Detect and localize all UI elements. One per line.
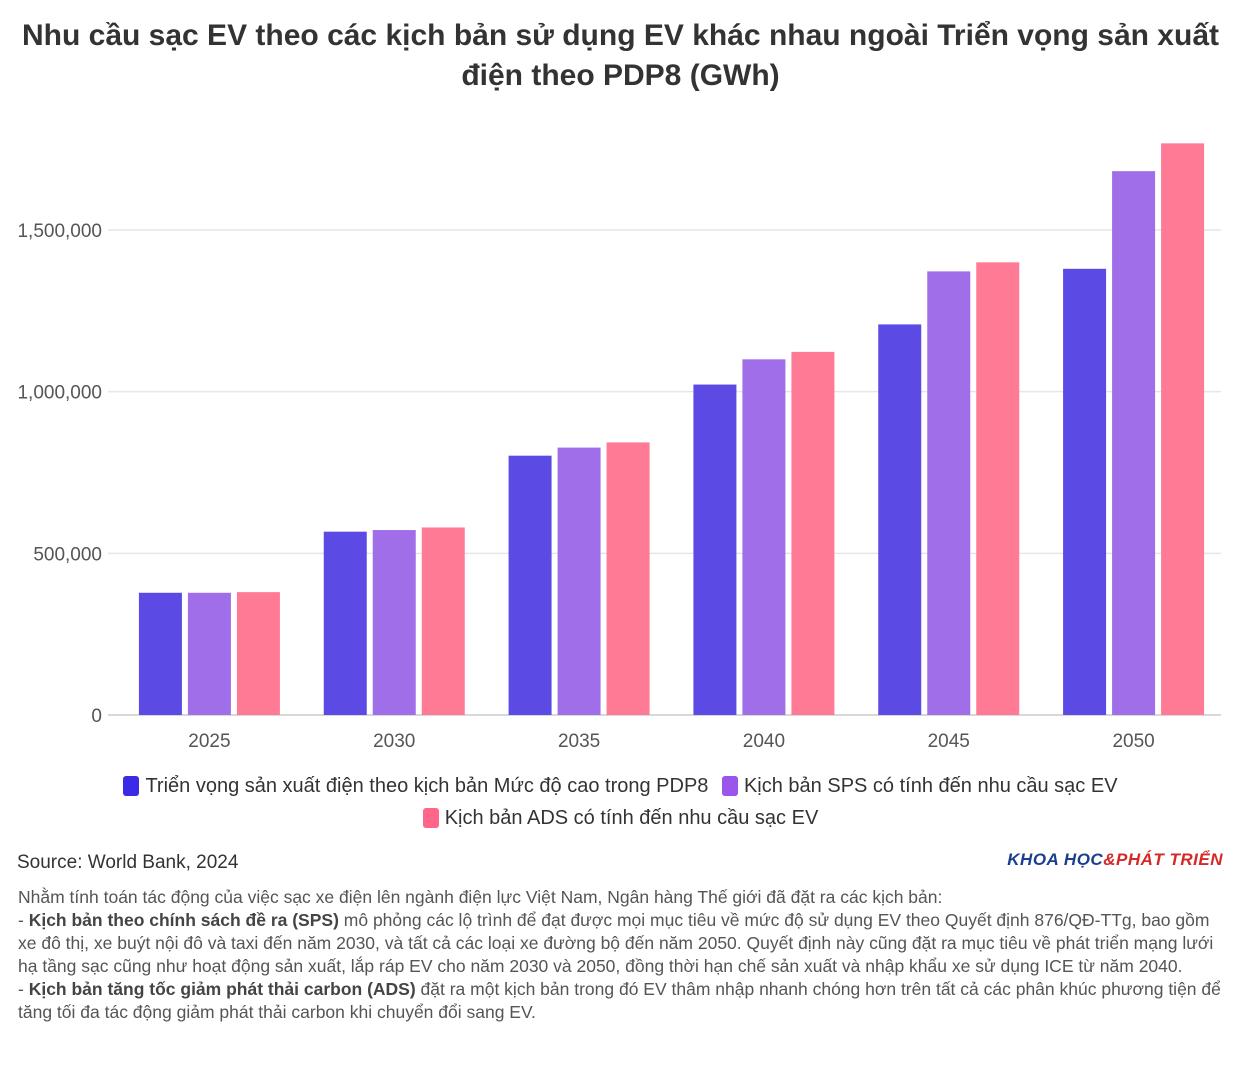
x-tick-label: 2050 (1112, 731, 1154, 752)
brand-part-2: PHÁT TRIỂN (1116, 850, 1223, 869)
bar-series-3 (791, 351, 835, 715)
legend-swatch-series-3 (422, 808, 439, 828)
x-tick-label: 2025 (188, 731, 230, 752)
bar-series-2 (557, 447, 601, 715)
y-tick-label: 0 (91, 706, 102, 727)
bar-series-1 (323, 531, 367, 715)
notes-sps-text: mô phỏng các lộ trình để đạt được mọi mụ… (18, 910, 1214, 976)
bar-series-1 (138, 592, 182, 715)
bar-series-2 (372, 530, 416, 715)
x-tick-label: 2035 (558, 731, 600, 752)
notes-sps-title: Kịch bản theo chính sách đề ra (SPS) (28, 910, 339, 930)
notes-ads-text: đặt ra một kịch bản trong đó EV thâm nhậ… (18, 979, 1221, 1022)
bar-series-2 (1112, 171, 1156, 716)
bar-series-1 (878, 324, 922, 715)
bar-series-3 (236, 592, 280, 715)
bar-series-3 (606, 442, 650, 715)
bar-series-1 (693, 384, 737, 715)
bar-series-3 (421, 527, 465, 715)
legend-label-series-1: Triển vọng sản xuất điện theo kịch bản M… (145, 775, 709, 797)
bar-series-2 (927, 271, 971, 715)
legend-item-series-1[interactable]: Triển vọng sản xuất điện theo kịch bản M… (123, 772, 708, 800)
legend-item-series-2[interactable]: Kịch bản SPS có tính đến nhu cầu sạc EV (721, 772, 1118, 800)
legend-swatch-series-2 (721, 776, 738, 796)
bar-series-1 (1063, 268, 1107, 715)
notes-sps: - Kịch bản theo chính sách đề ra (SPS) m… (18, 909, 1228, 978)
brand-logo[interactable]: KHOA HỌC&PHÁT TRIỂN (1007, 850, 1223, 870)
x-tick-label: 2045 (928, 731, 970, 752)
brand-ampersand: & (1103, 850, 1116, 869)
y-tick-label: 500,000 (33, 544, 102, 565)
bar-series-2 (187, 592, 231, 715)
bar-series-3 (1161, 143, 1205, 715)
chart-legend: Triển vọng sản xuất điện theo kịch bản M… (0, 772, 1241, 836)
legend-swatch-series-1 (123, 776, 140, 796)
legend-label-series-2: Kịch bản SPS có tính đến nhu cầu sạc EV (743, 775, 1118, 797)
bar-series-1 (508, 455, 552, 715)
notes-ads-title: Kịch bản tăng tốc giảm phát thải carbon … (28, 979, 416, 999)
brand-part-1: KHOA HỌC (1007, 850, 1104, 869)
bar-series-2 (742, 359, 786, 715)
notes-section: Nhằm tính toán tác động của việc sạc xe … (18, 886, 1228, 1024)
y-tick-label: 1,500,000 (17, 221, 102, 242)
notes-ads: - Kịch bản tăng tốc giảm phát thải carbo… (18, 978, 1228, 1024)
notes-ads-prefix: - (18, 979, 29, 999)
source-text: Source: World Bank, 2024 (17, 852, 239, 873)
legend-label-series-3: Kịch bản ADS có tính đến nhu cầu sạc EV (444, 807, 819, 829)
x-tick-label: 2030 (373, 731, 415, 752)
legend-item-series-3[interactable]: Kịch bản ADS có tính đến nhu cầu sạc EV (422, 804, 819, 832)
chart-title: Nhu cầu sạc EV theo các kịch bản sử dụng… (21, 19, 1219, 92)
x-tick-label: 2040 (743, 731, 785, 752)
bar-series-3 (976, 262, 1020, 715)
notes-intro: Nhằm tính toán tác động của việc sạc xe … (18, 887, 943, 907)
notes-sps-prefix: - (18, 910, 29, 930)
bar-chart: 0 500,000 1,000,000 1,500,000 2025 2030 2035 20… (17, 143, 1221, 752)
y-tick-label: 1,000,000 (17, 383, 102, 404)
